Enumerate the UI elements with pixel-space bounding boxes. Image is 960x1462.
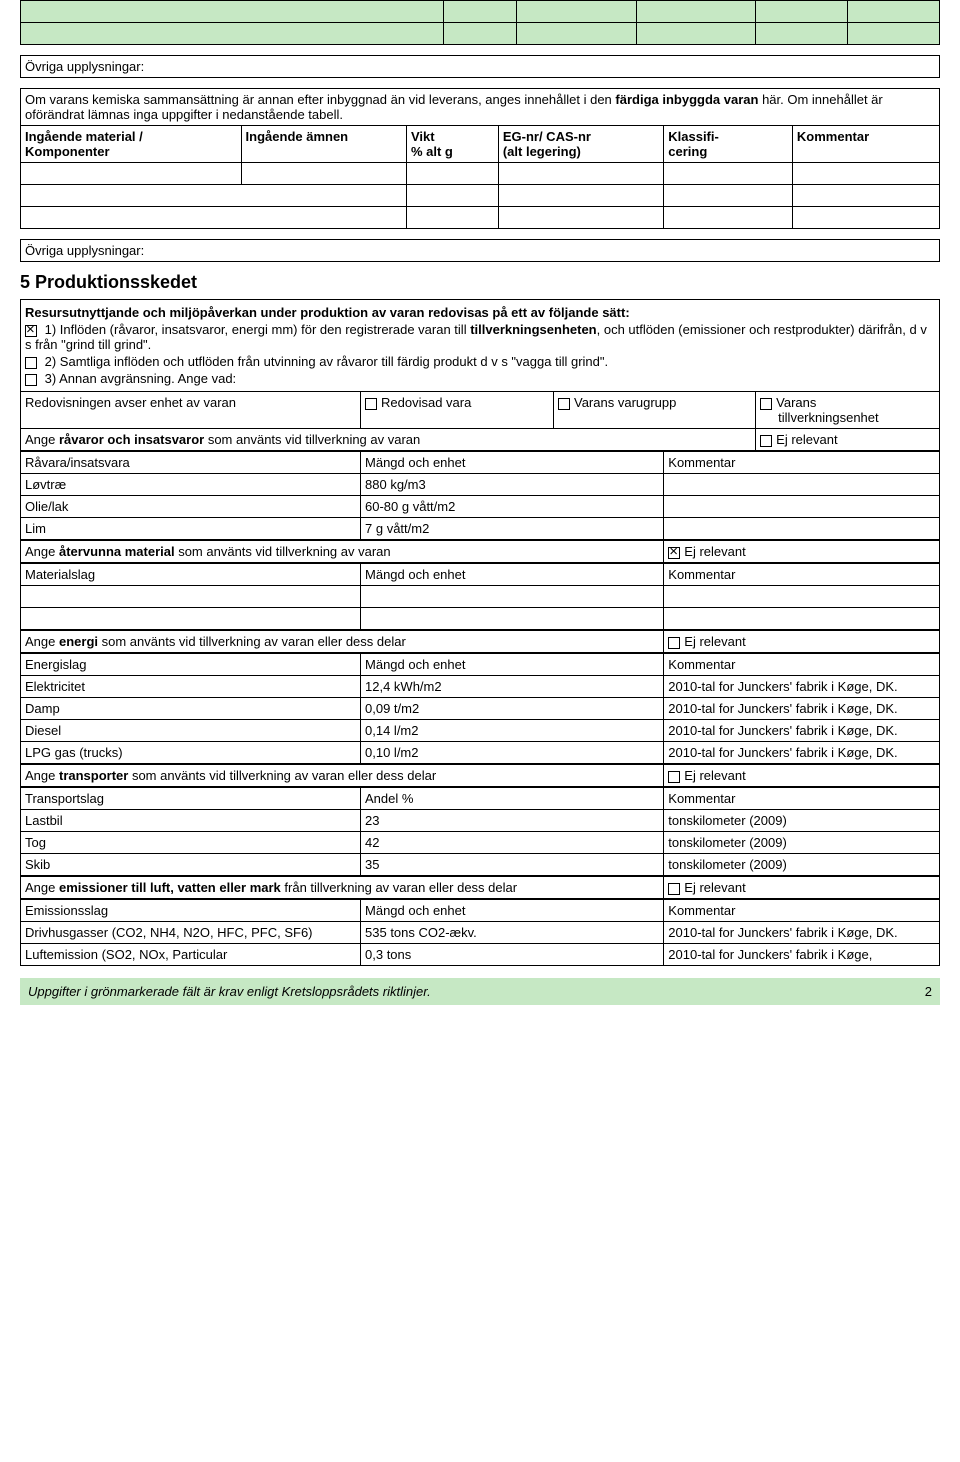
- opt2-text: 2) Samtliga inflöden och utflöden från u…: [45, 354, 608, 369]
- checkbox-opt1[interactable]: [25, 325, 37, 337]
- raw-h1: Råvara/insatsvara: [21, 452, 361, 474]
- checkbox-opt2[interactable]: [25, 357, 37, 369]
- unit-a: Redovisad vara: [381, 395, 471, 410]
- checkbox-energy-ej[interactable]: [668, 637, 680, 649]
- page-number: 2: [925, 984, 932, 999]
- comp-h2: Ingående ämnen: [246, 129, 349, 144]
- top-green-table: [20, 0, 940, 45]
- recycled-ej: Ej relevant: [684, 544, 745, 559]
- comp-h1: Ingående material /Komponenter: [25, 129, 143, 159]
- energy-header-table: Ange energi som använts vid tillverkning…: [20, 630, 940, 653]
- table-cell: Løvtræ: [21, 474, 361, 496]
- transport-header: Ange transporter som använts vid tillver…: [25, 768, 436, 783]
- emissions-header-table: Ange emissioner till luft, vatten eller …: [20, 876, 940, 899]
- energy-table: EnergislagMängd och enhetKommentar Elekt…: [20, 653, 940, 764]
- checkbox-varugrupp[interactable]: [558, 398, 570, 410]
- ovriga-table-2: Övriga upplysningar:: [20, 239, 940, 262]
- unit-c: Varanstillverkningsenhet: [760, 395, 878, 425]
- transport-table: TransportslagAndel %Kommentar Lastbil23t…: [20, 787, 940, 876]
- emissions-ej: Ej relevant: [684, 880, 745, 895]
- raw-header: Ange råvaror och insatsvaror som använts…: [25, 432, 420, 447]
- raw-table: Råvara/insatsvaraMängd och enhetKommenta…: [20, 451, 940, 540]
- checkbox-transport-ej[interactable]: [668, 771, 680, 783]
- recycled-header-table: Ange återvunna material som använts vid …: [20, 540, 940, 563]
- components-table: Om varans kemiska sammansättning är anna…: [20, 88, 940, 229]
- unit-label: Redovisningen avser enhet av varan: [25, 395, 236, 410]
- recycled-table: MaterialslagMängd och enhetKommentar: [20, 563, 940, 630]
- footer-text: Uppgifter i grönmarkerade fält är krav e…: [28, 984, 431, 999]
- checkbox-tillverk[interactable]: [760, 398, 772, 410]
- section5-table: Resursutnyttjande och miljöpåverkan unde…: [20, 299, 940, 451]
- checkbox-emissions-ej[interactable]: [668, 883, 680, 895]
- energy-ej: Ej relevant: [684, 634, 745, 649]
- ovriga-label-1: Övriga upplysningar:: [25, 59, 144, 74]
- ovriga-table-1: Övriga upplysningar:: [20, 55, 940, 78]
- opt1-text: 1) Inflöden (råvaror, insatsvaror, energ…: [25, 322, 927, 352]
- intro-line: Om varans kemiska sammansättning är anna…: [25, 92, 883, 122]
- raw-ej: Ej relevant: [776, 432, 837, 447]
- s5-intro: Resursutnyttjande och miljöpåverkan unde…: [25, 305, 935, 320]
- comp-h6: Kommentar: [797, 129, 869, 144]
- raw-h2: Mängd och enhet: [361, 452, 664, 474]
- comp-h3: Vikt% alt g: [411, 129, 453, 159]
- unit-b: Varans varugrupp: [574, 395, 676, 410]
- checkbox-raw-ej[interactable]: [760, 435, 772, 447]
- ovriga-label-2: Övriga upplysningar:: [25, 243, 144, 258]
- comp-h5: Klassifi-cering: [668, 129, 719, 159]
- recycled-header: Ange återvunna material som använts vid …: [25, 544, 391, 559]
- energy-header: Ange energi som använts vid tillverkning…: [25, 634, 406, 649]
- checkbox-recycled-ej[interactable]: [668, 547, 680, 559]
- checkbox-redovisad[interactable]: [365, 398, 377, 410]
- checkbox-opt3[interactable]: [25, 374, 37, 386]
- transport-header-table: Ange transporter som använts vid tillver…: [20, 764, 940, 787]
- emissions-header: Ange emissioner till luft, vatten eller …: [25, 880, 517, 895]
- footer-band: Uppgifter i grönmarkerade fält är krav e…: [20, 978, 940, 1005]
- comp-h4: EG-nr/ CAS-nr(alt legering): [503, 129, 591, 159]
- section-5-title: 5 Produktionsskedet: [20, 272, 940, 293]
- raw-h3: Kommentar: [664, 452, 940, 474]
- emissions-table: EmissionsslagMängd och enhetKommentar Dr…: [20, 899, 940, 966]
- transport-ej: Ej relevant: [684, 768, 745, 783]
- opt3-text: 3) Annan avgränsning. Ange vad:: [45, 371, 237, 386]
